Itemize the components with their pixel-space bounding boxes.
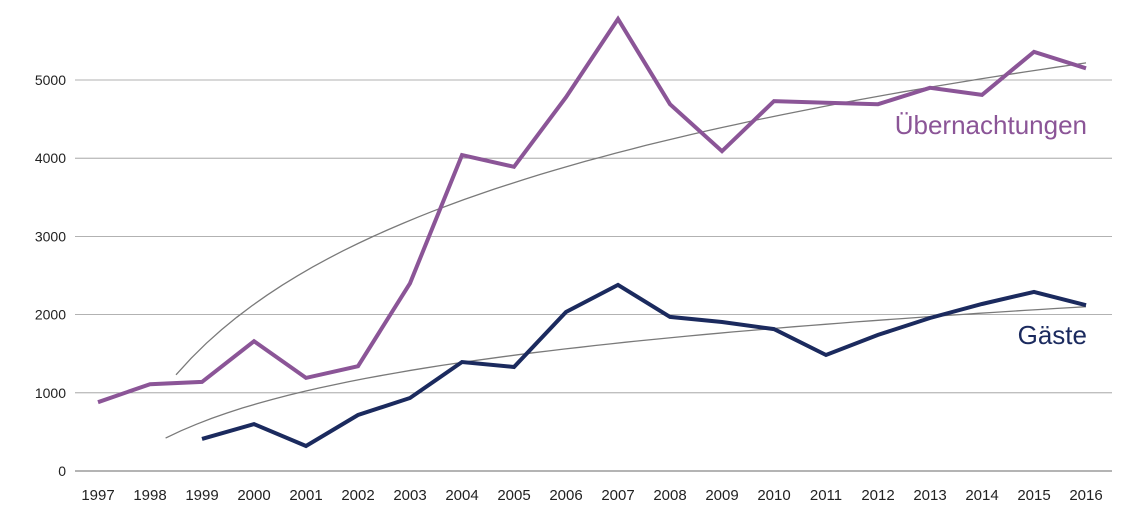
series-lines — [97, 15, 1087, 449]
x-tick-label: 2013 — [913, 487, 946, 504]
x-tick-label: 2012 — [861, 487, 894, 504]
x-axis-ticks: 1997 1998 1999 2000 2001 2002 2003 2004 2005 2006… — [81, 487, 1102, 504]
y-tick-label: 5000 — [35, 72, 66, 88]
x-tick-label: 2006 — [549, 487, 582, 504]
trendline-1 — [165, 306, 1087, 439]
x-tick-label: 2009 — [705, 487, 738, 504]
series-line-0 — [97, 15, 1087, 405]
x-tick-label: 2001 — [289, 487, 322, 504]
y-tick-label: 0 — [58, 463, 66, 479]
x-tick-label: 2003 — [393, 487, 426, 504]
x-tick-label: 2016 — [1069, 487, 1102, 504]
y-axis-ticks: 0 1000 2000 3000 4000 5000 — [35, 72, 66, 479]
x-tick-label: 2000 — [237, 487, 270, 504]
x-tick-label: 2015 — [1017, 487, 1050, 504]
x-tick-label: 2007 — [601, 487, 634, 504]
x-tick-label: 2010 — [757, 487, 790, 504]
series-label-uebernachtungen: Übernachtungen — [895, 110, 1087, 140]
x-tick-label: 2014 — [965, 487, 998, 504]
y-tick-label: 4000 — [35, 150, 66, 166]
y-tick-label: 1000 — [35, 385, 66, 401]
x-tick-label: 1999 — [185, 487, 218, 504]
x-tick-label: 1997 — [81, 487, 114, 504]
y-tick-label: 2000 — [35, 307, 66, 323]
series-line-1 — [201, 282, 1087, 449]
series-label-gaeste: Gäste — [1018, 320, 1087, 350]
gridlines — [75, 79, 1112, 472]
x-tick-label: 2011 — [810, 487, 842, 504]
x-tick-label: 2005 — [497, 487, 530, 504]
x-tick-label: 1998 — [133, 487, 166, 504]
x-tick-label: 2008 — [653, 487, 686, 504]
x-tick-label: 2002 — [341, 487, 374, 504]
x-tick-label: 2004 — [445, 487, 478, 504]
y-tick-label: 3000 — [35, 228, 66, 244]
